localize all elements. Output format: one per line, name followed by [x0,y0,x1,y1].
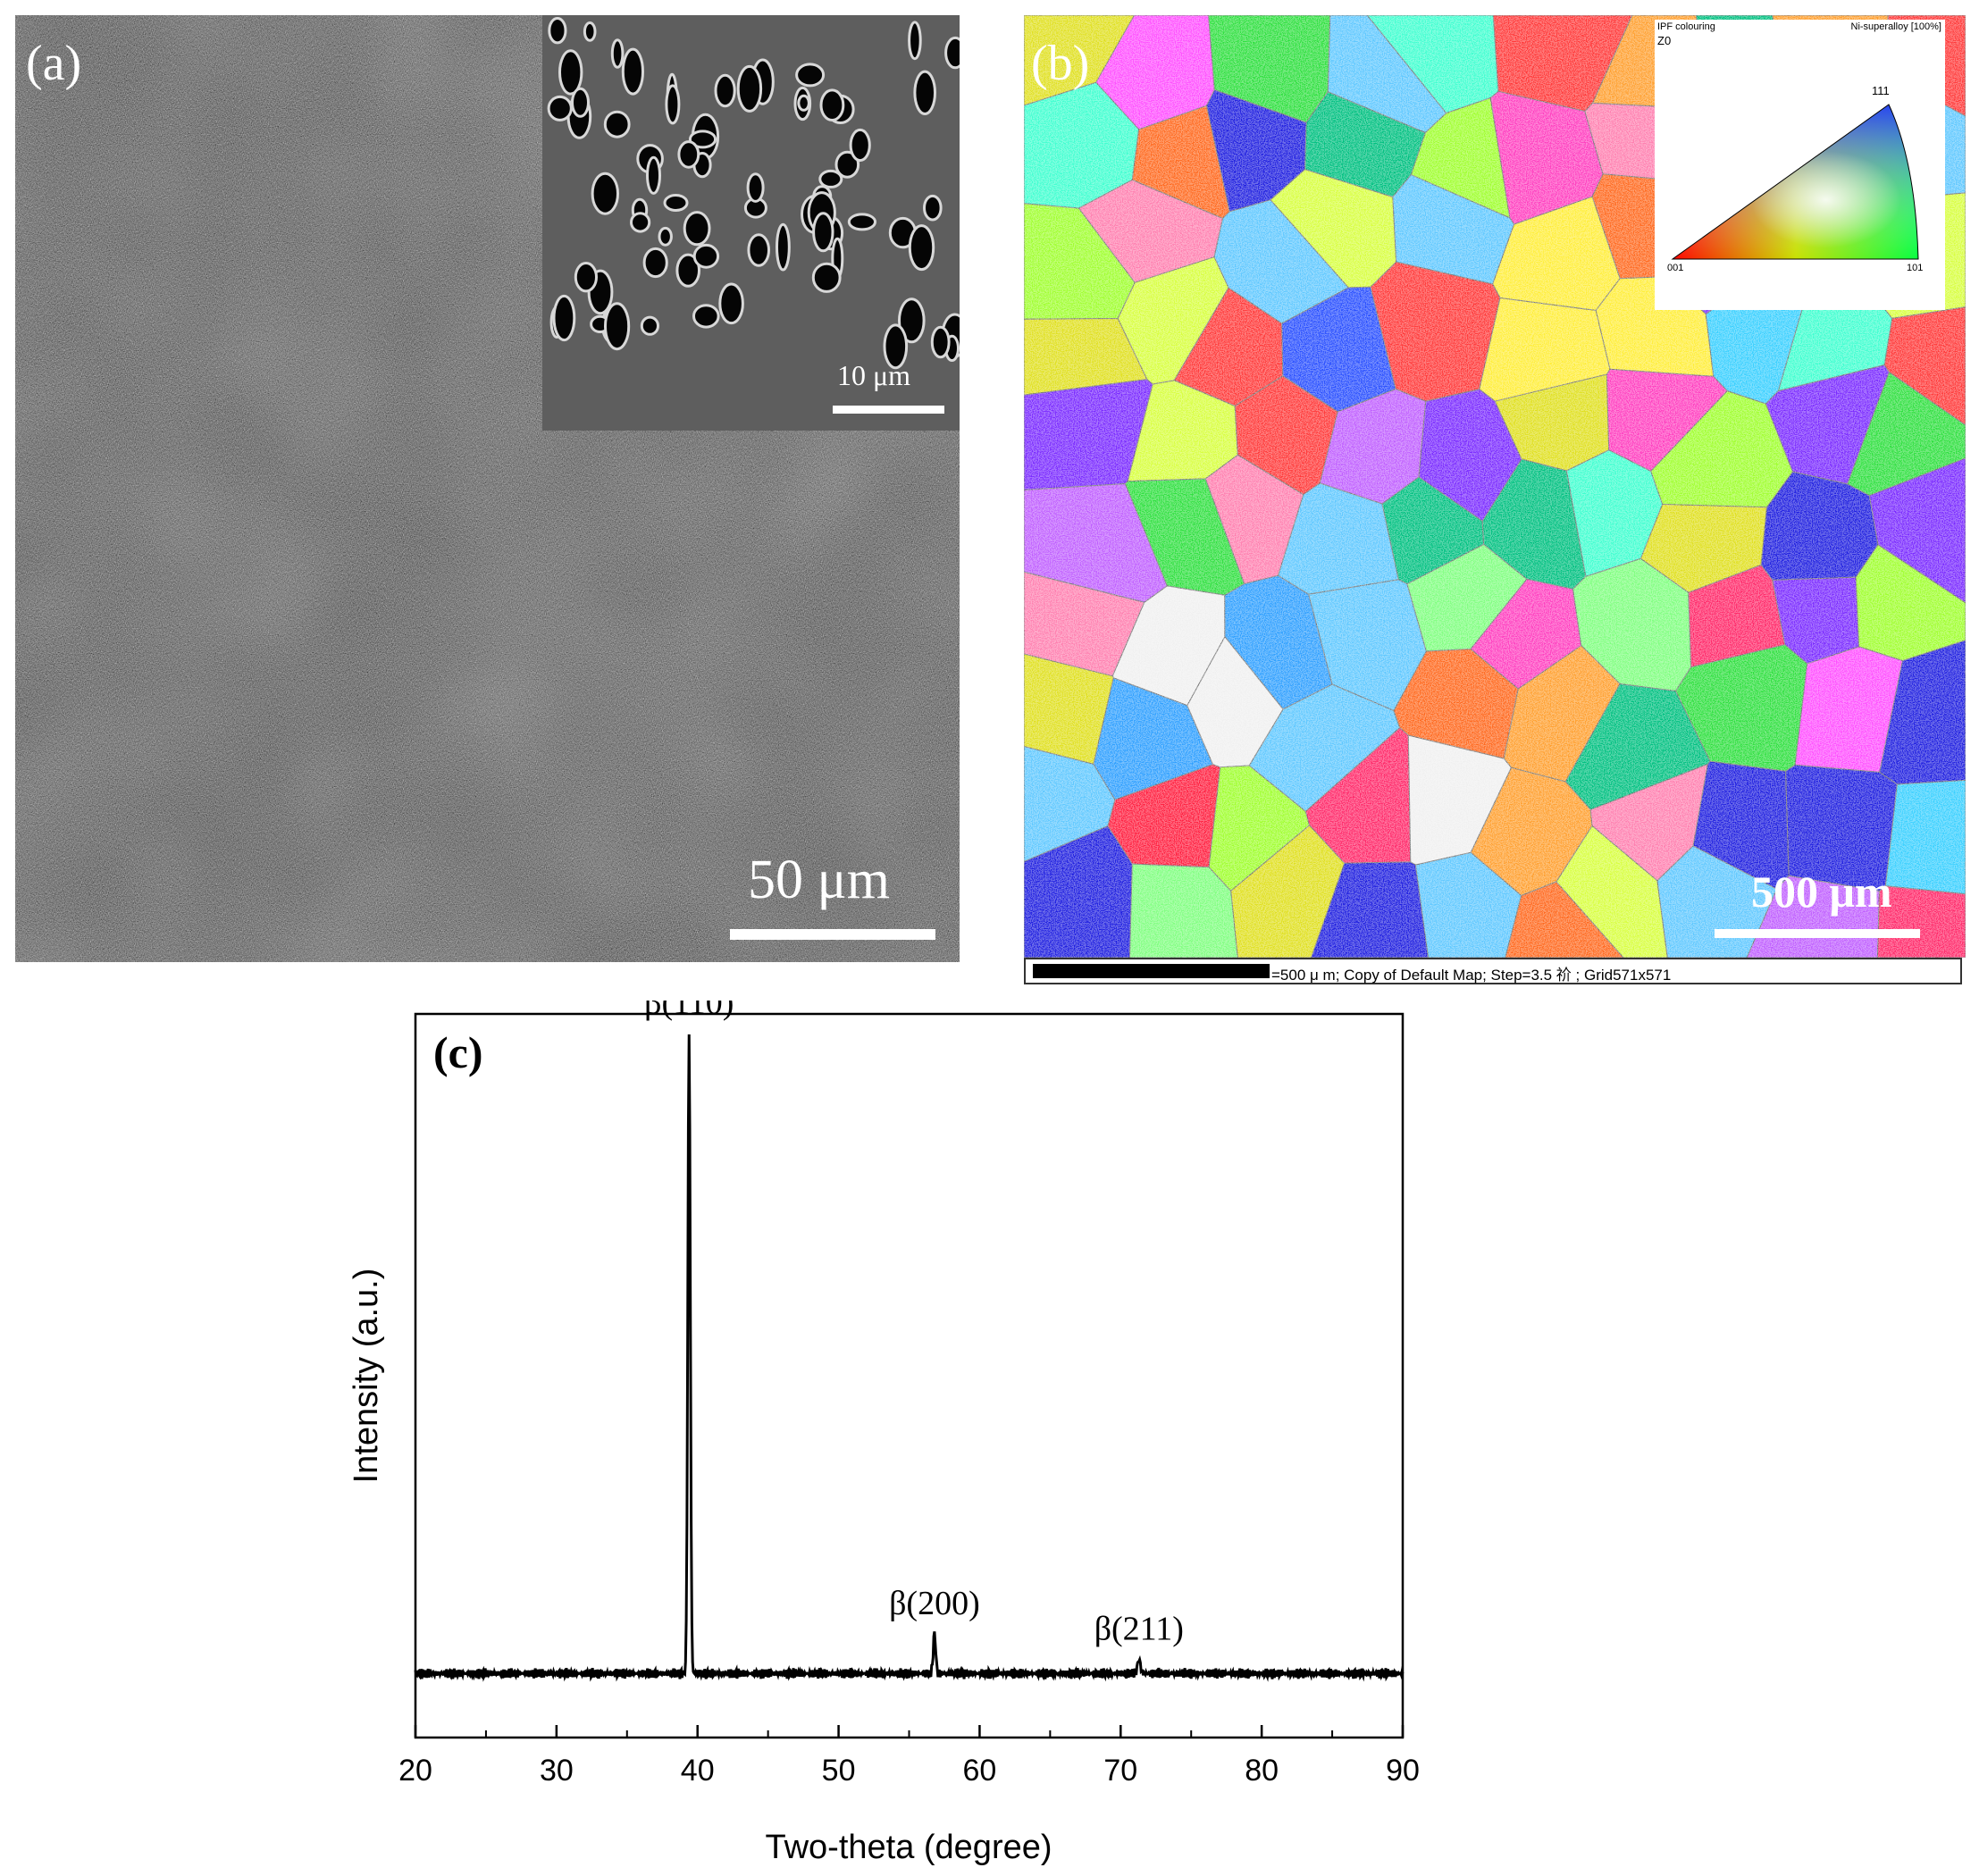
pore [849,128,871,163]
x-tick-label: 80 [1245,1754,1279,1788]
scale-bar-b [1715,929,1920,938]
pore [583,21,597,42]
inset-scale-bar [833,406,944,414]
pore [558,49,583,96]
pore [683,211,711,247]
peak-label: β(211) [1094,1611,1184,1648]
pore [883,323,909,370]
pore [747,233,770,267]
x-axis-label: Two-theta (degree) [765,1829,1052,1866]
pore [552,294,576,342]
pore [818,169,843,188]
pore [692,304,720,329]
pore [640,315,660,336]
pore [811,262,842,293]
pore [898,297,926,344]
x-tick-label: 90 [1386,1754,1420,1788]
pore [688,130,717,149]
panel-label-a: (a) [26,36,82,91]
x-tick-label: 60 [963,1754,997,1788]
ipf-title: IPF colouring [1657,21,1715,32]
pore [736,64,763,113]
pore [908,224,935,272]
x-tick-label: 70 [1103,1754,1137,1788]
x-tick-label: 20 [398,1754,432,1788]
pore-micrograph [542,15,960,431]
pore [819,88,845,121]
pore [642,247,668,279]
x-tick-label: 30 [540,1754,574,1788]
ipf-corner-111: 111 [1872,84,1890,97]
pore [571,87,590,118]
pore [574,262,599,293]
footer-scale-bar [1033,964,1270,978]
pore [677,140,700,169]
xrd-pattern-line [414,1034,1405,1682]
peak-label: β(110) [644,1001,734,1022]
pore [548,17,567,45]
pore [714,73,736,108]
panel-label-c: (c) [433,1027,483,1077]
pore [630,212,651,233]
footer-map-info: =500 μ m; Copy of Default Map; Step=3.5 … [1271,967,1672,984]
pore [604,302,631,351]
pore [718,282,744,325]
inset-scale-label: 10 μm [837,359,911,391]
x-tick-label: 50 [822,1754,856,1788]
sem-micrograph-panel: 10 μm (a) 50 μm [15,15,960,962]
pore [547,95,573,121]
scale-bar-a [730,929,935,940]
pore [610,38,625,69]
pore [834,150,860,179]
pore [923,194,943,222]
pore [930,325,951,359]
pore [646,155,661,195]
pore [944,36,960,70]
pore [913,70,937,116]
pore [675,253,700,288]
pore [621,47,645,96]
pore [746,172,765,203]
pore [692,243,720,269]
xrd-chart: 20 30 40 50 60 70 80 90 β(110)β(200)β(211) (c) … [348,984,1420,1866]
pore [665,84,681,125]
x-tick-label: 40 [681,1754,715,1788]
scale-label-b: 500 μm [1751,867,1892,917]
pore [812,212,834,253]
ebsd-map-panel: IPF colouring Ni-superalloy [100%] Z0 11… [1024,15,1966,958]
pore [658,226,673,247]
pore [663,194,689,212]
ipf-material: Ni-superalloy [100%] [1850,21,1942,32]
y-axis-label: Intensity (a.u.) [348,1269,385,1484]
xrd-panel: 20 30 40 50 60 70 80 90 β(110) β(200) β(211) (c) … [348,984,1447,1872]
pore [603,110,631,138]
pore [797,94,810,112]
pore [847,213,876,231]
pore [908,21,922,61]
pore [591,172,620,215]
ipf-corner-101: 101 [1907,263,1924,273]
ipf-triangle [1671,104,1919,260]
panel-label-b: (b) [1031,36,1090,91]
scale-label-a: 50 μm [748,850,890,910]
x-axis-ticks: 20 30 40 50 60 70 80 90 [398,1725,1420,1788]
pore [795,63,826,88]
ebsd-map-footer: =500 μ m; Copy of Default Map; Step=3.5 … [1024,958,1962,984]
plot-frame [414,1012,1405,1739]
ipf-corner-001: 001 [1667,263,1684,273]
pore [776,222,791,272]
peak-label: β(200) [889,1585,980,1622]
sem-inset-image: 10 μm [542,15,960,431]
ipf-color-key: IPF colouring Ni-superalloy [100%] Z0 11… [1655,20,1945,310]
ipf-direction: Z0 [1657,34,1672,47]
